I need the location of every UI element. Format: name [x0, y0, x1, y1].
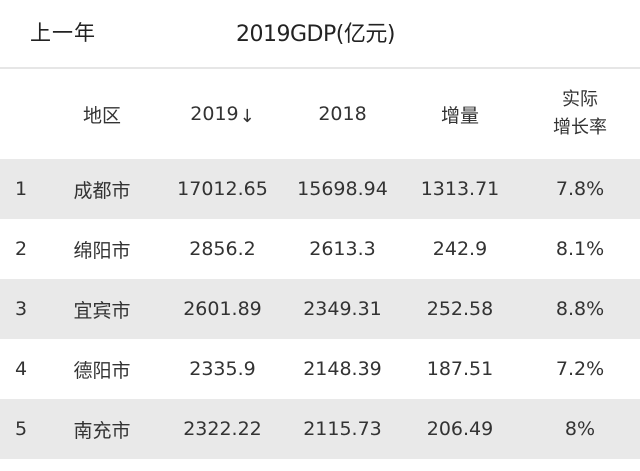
sort-down-arrow-icon: ↓ [239, 105, 255, 127]
gdp-2018-cell: 2349.31 [303, 298, 382, 320]
region-cell: 宜宾市 [73, 299, 131, 322]
increase-cell: 1313.71 [420, 178, 500, 200]
header-increase[interactable]: 增量 [440, 104, 479, 127]
table-header: 地区 2019 ↓ 2018 增量 实际 增长率 [0, 69, 640, 159]
gdp-2019-cell: 2322.22 [183, 418, 262, 440]
header-real-growth[interactable]: 实际 增长率 [525, 69, 635, 159]
gdp-2019-cell: 2856.2 [189, 238, 256, 260]
growth-cell: 8.1% [555, 238, 605, 260]
header-region: 地区 [82, 104, 121, 127]
rank-cell: 2 [14, 238, 28, 260]
header-2019-sort[interactable]: 2019 ↓ [165, 69, 280, 159]
region-cell: 南充市 [73, 419, 131, 442]
divider [0, 67, 640, 69]
top-bar: 上一年 2019GDP(亿元) [0, 0, 640, 67]
region-cell: 绵阳市 [73, 239, 131, 262]
region-cell: 成都市 [73, 179, 131, 202]
header-2019-label: 2019 [190, 103, 239, 125]
table-row[interactable]: 3 宜宾市 2601.89 2349.31 252.58 8.8% [0, 279, 640, 339]
rank-cell: 4 [14, 358, 28, 380]
table-row[interactable]: 4 德阳市 2335.9 2148.39 187.51 7.2% [0, 339, 640, 399]
gdp-table: 地区 2019 ↓ 2018 增量 实际 增长率 1 成都市 17012.65 1… [0, 69, 640, 459]
gdp-2018-cell: 2148.39 [303, 358, 382, 380]
growth-cell: 7.8% [555, 178, 605, 200]
header-real-growth-line1: 实际 [562, 89, 598, 110]
rank-cell: 1 [14, 178, 28, 200]
growth-cell: 7.2% [555, 358, 605, 380]
increase-cell: 242.9 [432, 238, 488, 260]
increase-cell: 252.58 [426, 298, 494, 320]
gdp-2018-cell: 15698.94 [297, 178, 388, 200]
increase-cell: 206.49 [426, 418, 494, 440]
rank-cell: 5 [14, 418, 28, 440]
prev-year-button[interactable]: 上一年 [30, 21, 96, 45]
table-row[interactable]: 5 南充市 2322.22 2115.73 206.49 8% [0, 399, 640, 459]
growth-cell: 8% [564, 418, 596, 440]
increase-cell: 187.51 [426, 358, 494, 380]
table-row[interactable]: 2 绵阳市 2856.2 2613.3 242.9 8.1% [0, 219, 640, 279]
header-real-growth-line2: 增长率 [553, 117, 607, 138]
region-cell: 德阳市 [73, 359, 131, 382]
gdp-2019-cell: 2601.89 [183, 298, 262, 320]
gdp-2019-cell: 2335.9 [189, 358, 256, 380]
header-2018[interactable]: 2018 [318, 103, 367, 125]
gdp-2018-cell: 2115.73 [303, 418, 382, 440]
page-title: 2019GDP(亿元) [236, 22, 395, 47]
table-row[interactable]: 1 成都市 17012.65 15698.94 1313.71 7.8% [0, 159, 640, 219]
rank-cell: 3 [14, 298, 28, 320]
header-rank [0, 69, 42, 159]
growth-cell: 8.8% [555, 298, 605, 320]
gdp-2018-cell: 2613.3 [309, 238, 376, 260]
gdp-2019-cell: 17012.65 [177, 178, 268, 200]
